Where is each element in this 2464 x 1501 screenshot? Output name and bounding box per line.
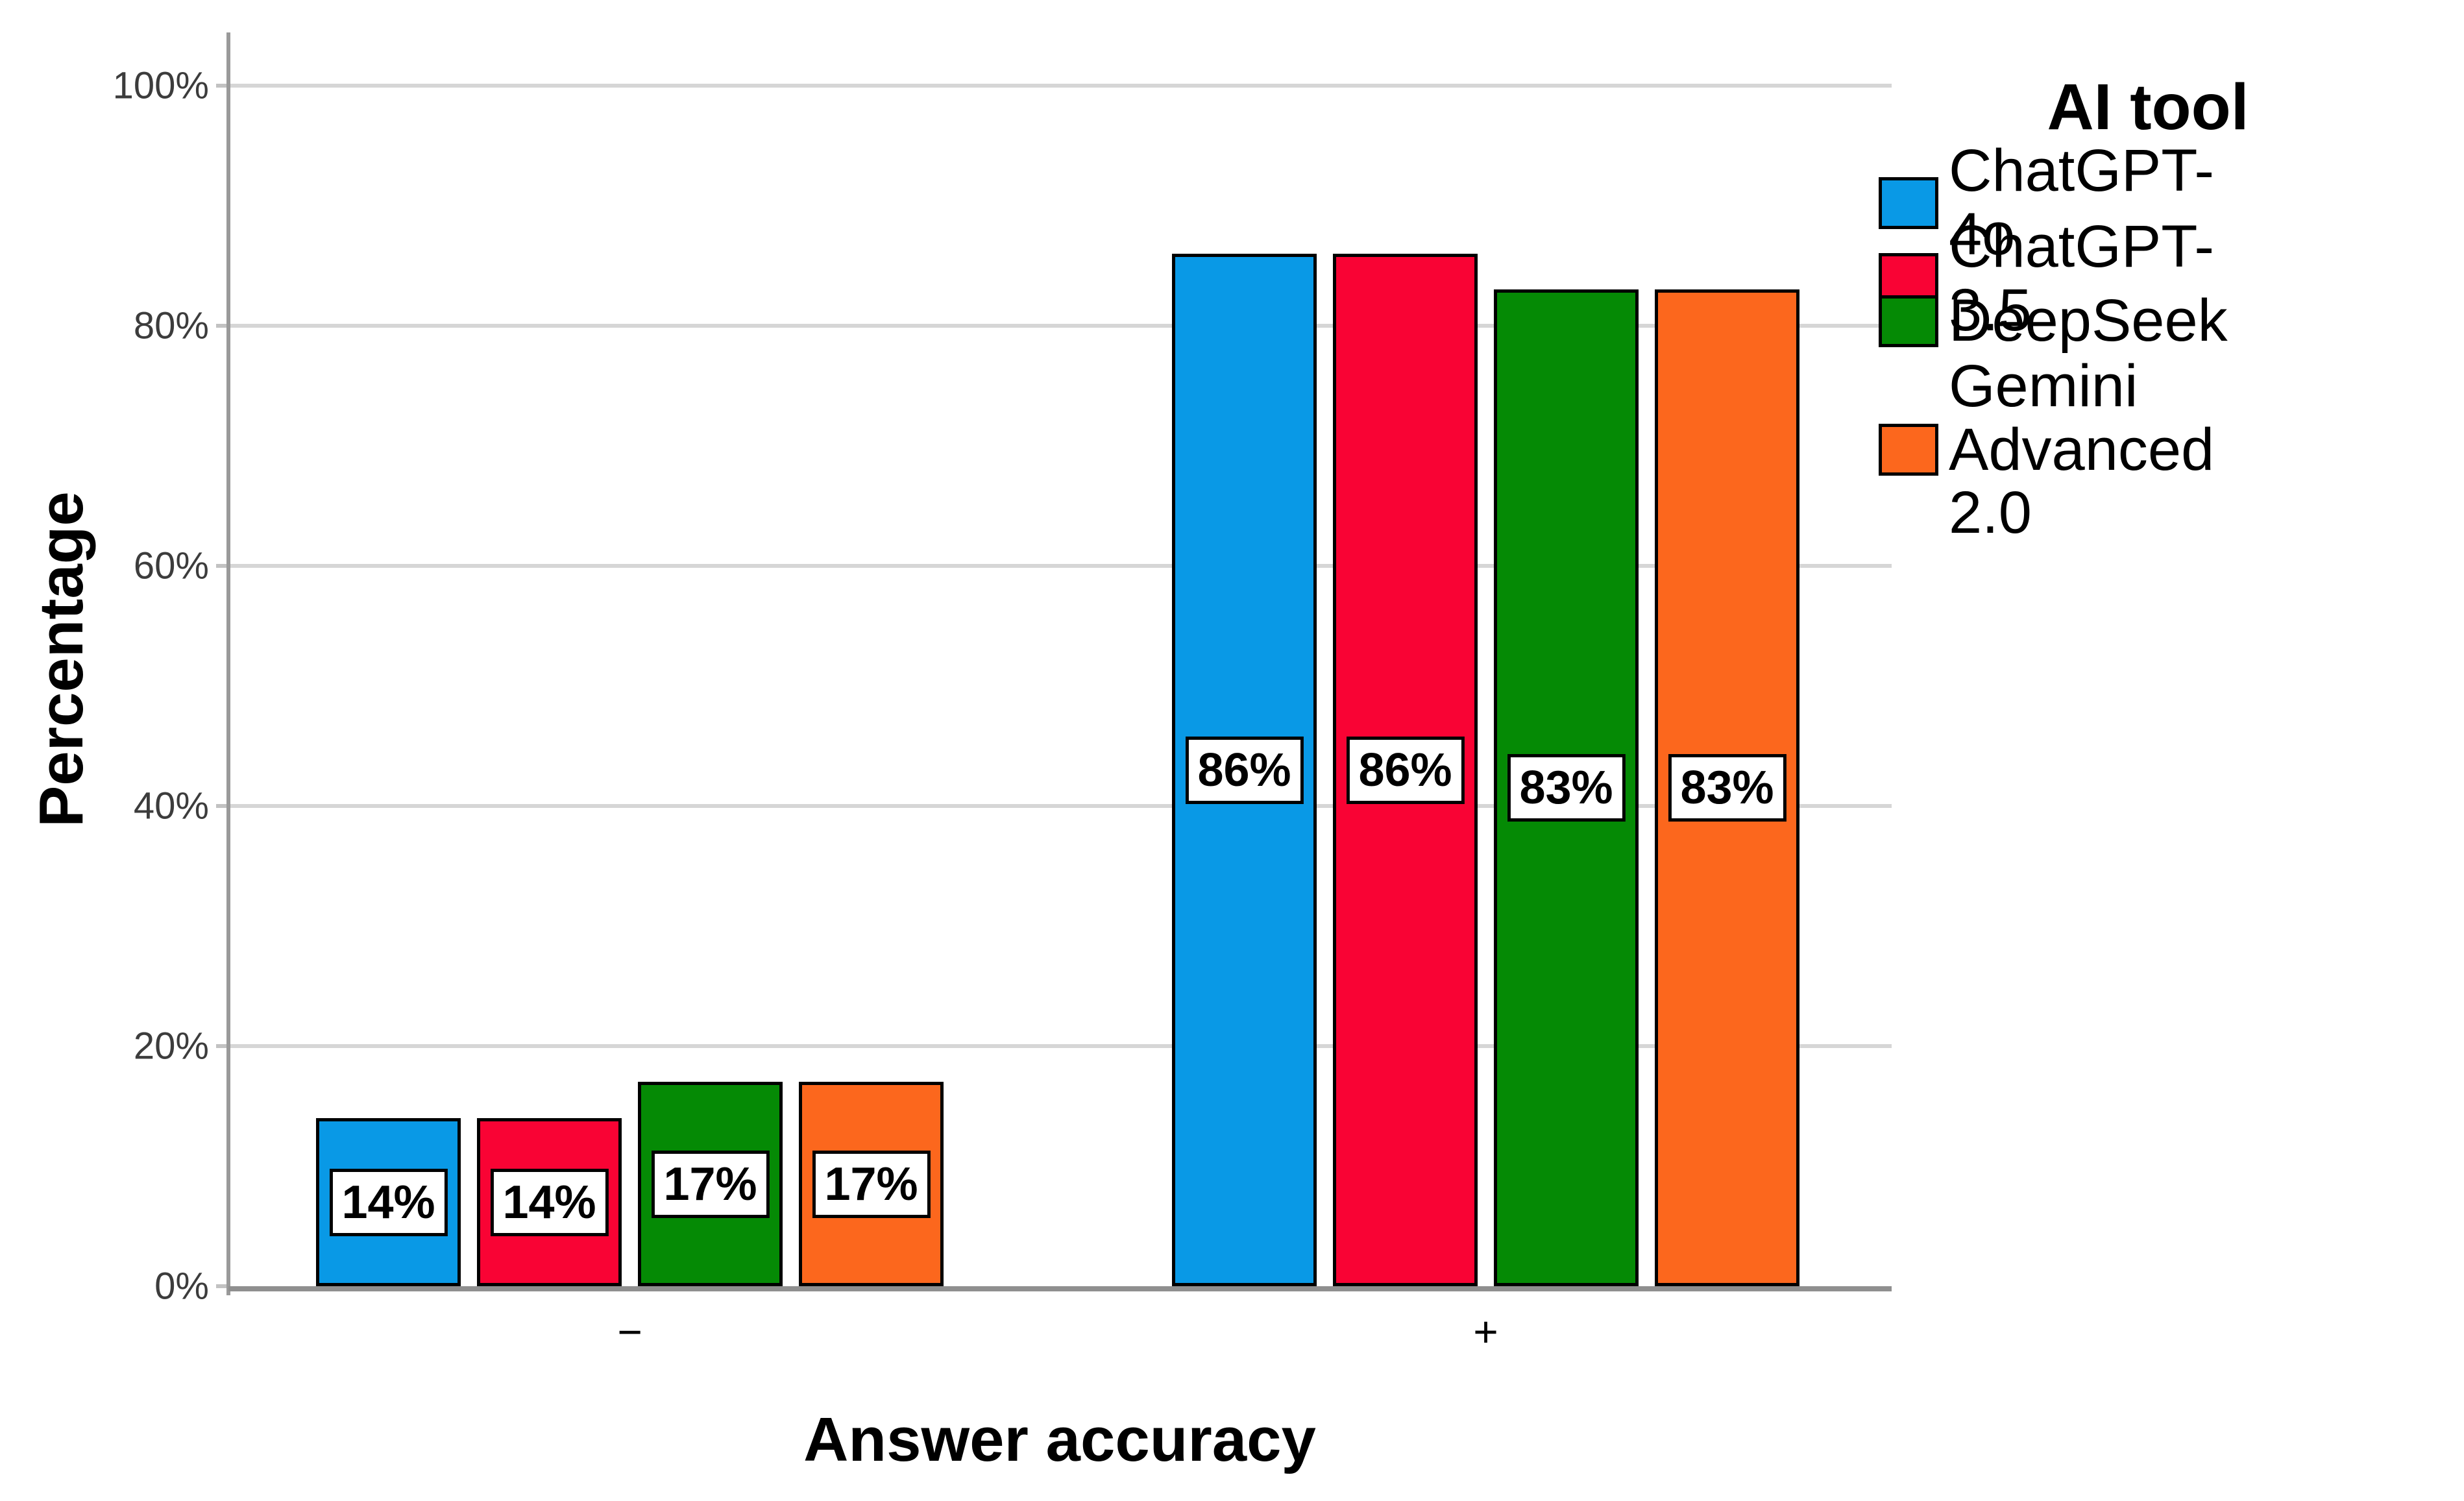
y-tick-label-100%: 100% [112,64,209,107]
y-axis-line [226,32,230,1295]
y-axis-title: Percentage [27,491,96,827]
y-tick-60% [216,564,226,568]
gridline-60% [228,564,1892,568]
legend-swatch-ChatGPT-4o [1879,177,1938,229]
gridline-80% [228,324,1892,328]
bar-DeepSeek-+: 83% [1494,289,1639,1286]
y-tick-80% [216,324,226,328]
y-tick-0% [216,1284,226,1288]
bar-ChatGPT-3.5-−: 14% [477,1118,622,1286]
bar-Gemini Advanced 2.0-−: 17% [799,1082,944,1286]
legend-label: DeepSeek [1949,287,2228,354]
y-tick-100% [216,84,226,88]
x-axis-line [228,1286,1892,1291]
bar-Gemini Advanced 2.0-+: 83% [1655,289,1799,1286]
bar-value-label: 86% [1185,736,1304,804]
y-tick-label-60%: 60% [133,544,209,587]
bar-value-label: 83% [1668,754,1787,822]
y-tick-40% [216,804,226,808]
bar-value-label: 14% [490,1168,609,1236]
legend-label: ChatGPT-3.5 [1949,214,2215,343]
legend-item-Gemini Advanced 2.0: Gemini Advanced 2.0 [1879,353,2215,546]
legend-swatch-Gemini Advanced 2.0 [1879,424,1938,476]
bar-DeepSeek-−: 17% [638,1082,783,1286]
gridline-20% [228,1044,1892,1048]
legend-item-ChatGPT-4o: ChatGPT-4o [1879,138,2215,267]
bar-value-label: 83% [1507,754,1626,822]
bar-value-label: 17% [651,1150,770,1218]
y-tick-label-80%: 80% [133,304,209,347]
bar-value-label: 14% [329,1168,448,1236]
legend-item-DeepSeek: DeepSeek [1879,289,2228,353]
y-tick-label-20%: 20% [133,1025,209,1068]
y-tick-label-0%: 0% [154,1265,209,1308]
category-label-+: + [1473,1308,1498,1356]
bar-value-label: 86% [1346,736,1465,804]
y-tick-20% [216,1044,226,1048]
bar-ChatGPT-3.5-+: 86% [1333,254,1478,1286]
legend-title: AI tool [2047,71,2249,143]
bar-value-label: 17% [812,1150,931,1218]
category-label-−: − [617,1308,642,1356]
gridline-100% [228,84,1892,88]
bar-ChatGPT-4o-+: 86% [1172,254,1317,1286]
bar-ChatGPT-4o-−: 14% [316,1118,461,1286]
legend-label: Gemini Advanced 2.0 [1949,353,2215,546]
legend-label: ChatGPT-4o [1949,138,2215,267]
x-axis-title: Answer accuracy [803,1405,1316,1474]
legend-swatch-DeepSeek [1879,295,1938,347]
gridline-40% [228,804,1892,808]
y-tick-label-40%: 40% [133,785,209,827]
